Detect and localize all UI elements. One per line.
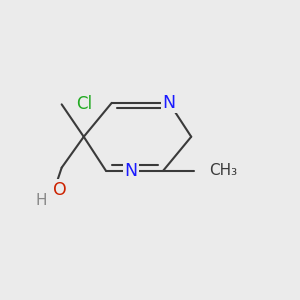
Text: N: N	[124, 162, 137, 180]
Text: Cl: Cl	[76, 95, 92, 113]
Text: O: O	[53, 181, 67, 199]
Text: H: H	[35, 193, 47, 208]
Text: CH₃: CH₃	[209, 163, 237, 178]
Text: N: N	[163, 94, 176, 112]
